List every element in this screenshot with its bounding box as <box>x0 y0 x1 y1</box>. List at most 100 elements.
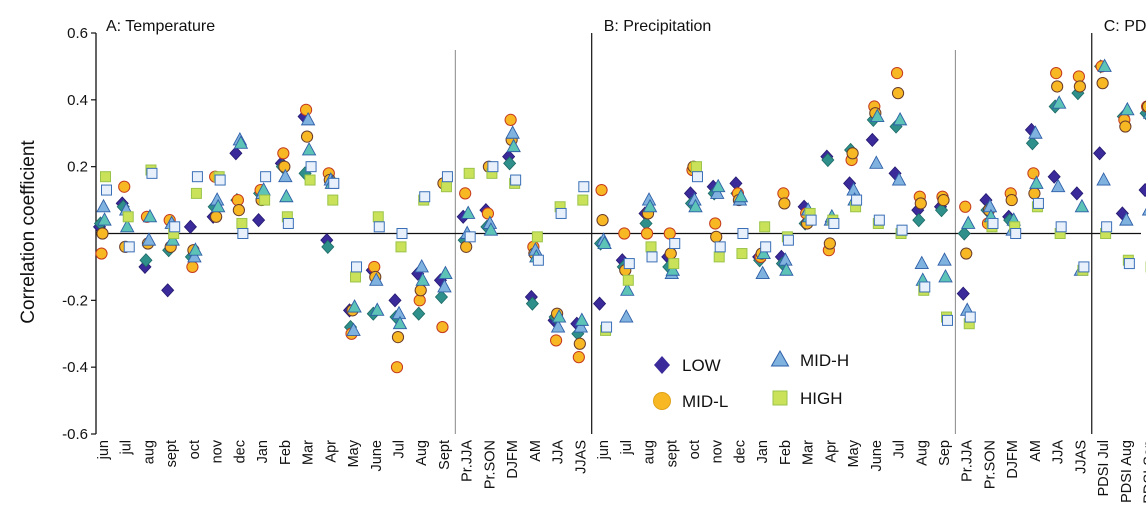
data-point-mid-h <box>665 262 681 276</box>
data-point-high <box>669 238 681 250</box>
data-point-mid-l <box>232 204 245 217</box>
x-tick-label: jun <box>596 440 612 460</box>
data-point-high <box>305 161 317 173</box>
data-point-high <box>122 211 134 223</box>
data-point-mid-h <box>415 272 430 286</box>
data-point-high <box>577 194 589 206</box>
data-point-high <box>169 221 181 233</box>
data-point-mid-h <box>392 315 408 330</box>
data-point-high <box>964 311 976 323</box>
data-point-mid-l <box>413 294 426 307</box>
data-point-mid-h <box>142 208 158 223</box>
legend-marker <box>653 392 671 410</box>
data-point-mid-l <box>300 130 314 143</box>
data-point-mid-h <box>1028 125 1043 139</box>
x-tick-labels: jun jul aug sept oct nov dec Jan Feb Mar Apr May Jun… <box>96 439 1146 503</box>
x-tick-label: Pr.JJA <box>960 440 976 482</box>
data-point-high <box>304 174 316 186</box>
data-point-mid-l <box>278 160 291 173</box>
data-point-high <box>372 211 384 223</box>
data-point-high <box>350 271 362 283</box>
data-point-mid-l <box>277 147 290 160</box>
x-tick-label: jul <box>119 440 135 456</box>
data-point-mid-l <box>573 337 586 350</box>
data-point-mid-h <box>870 108 885 122</box>
series-low <box>92 59 1146 341</box>
panel-label: B: Precipitation <box>604 18 712 35</box>
data-point-mid-h <box>483 222 499 236</box>
data-point-high <box>555 207 567 219</box>
data-point-high <box>463 167 475 179</box>
data-point-high <box>464 231 476 243</box>
data-point-high <box>190 187 202 199</box>
data-point-mid-h <box>210 198 226 213</box>
data-point-mid-l <box>710 230 723 243</box>
x-tick-label: AM <box>528 440 544 462</box>
data-point-high <box>646 251 658 263</box>
data-point-high <box>191 171 203 183</box>
data-point-mid-l <box>368 260 381 274</box>
data-point-high <box>737 228 749 239</box>
legend-marker <box>770 349 790 367</box>
x-tick-label: sept <box>164 440 180 467</box>
data-point-mid-l <box>504 113 517 126</box>
data-point-high <box>623 258 635 270</box>
data-point-high <box>510 174 522 186</box>
y-tick-label: -0.2 <box>62 292 88 309</box>
data-point-low <box>1047 169 1061 184</box>
data-point-high <box>1123 258 1135 270</box>
data-point-high <box>828 217 840 229</box>
data-point-mid-h <box>438 265 453 280</box>
data-point-low <box>1093 146 1107 161</box>
data-point-mid-h <box>1120 101 1135 116</box>
data-point-mid-h <box>370 302 385 316</box>
data-point-mid-h <box>460 205 476 219</box>
data-point-mid-h <box>709 185 725 199</box>
data-point-mid-h <box>574 312 590 326</box>
data-point-mid-h <box>1142 112 1146 119</box>
data-point-high <box>440 181 452 193</box>
data-point-high <box>101 184 112 196</box>
data-point-high <box>873 214 885 226</box>
data-point-high <box>851 194 863 206</box>
data-point-mid-h <box>1096 172 1111 186</box>
data-point-high <box>668 258 680 270</box>
data-point-mid-l <box>95 247 108 260</box>
data-point-high <box>1032 197 1044 209</box>
data-point-mid-h <box>937 252 952 266</box>
x-tick-label: dec <box>732 440 748 463</box>
x-tick-label: aug <box>141 440 157 464</box>
data-point-low <box>821 152 835 168</box>
x-tick-label: sept <box>664 440 680 467</box>
data-point-low <box>525 296 539 311</box>
data-point-low <box>1138 182 1146 198</box>
data-point-high <box>532 254 544 266</box>
x-tick-label: nov <box>710 439 726 463</box>
data-point-mid-h <box>891 172 907 186</box>
data-points <box>92 58 1146 374</box>
x-tick-label: May <box>346 439 362 467</box>
data-point-mid-h <box>1141 207 1146 216</box>
y-ticks: 0.6 0.4 0.2 -0.2 -0.4 -0.6 <box>62 25 96 443</box>
y-tick-label: -0.4 <box>62 359 88 376</box>
data-point-mid-h <box>301 142 317 156</box>
data-point-mid-l <box>663 227 676 240</box>
data-point-mid-h <box>642 198 658 213</box>
x-tick-label: Jan <box>255 440 271 463</box>
data-point-mid-h <box>369 272 384 286</box>
data-point-mid-l <box>231 193 244 207</box>
x-tick-label: DJFM <box>1005 440 1021 479</box>
data-point-low <box>934 203 949 218</box>
data-point-high <box>805 214 817 226</box>
data-point-mid-l <box>959 200 972 213</box>
data-point-mid-l <box>118 180 131 193</box>
data-point-high <box>622 274 634 286</box>
data-point-high <box>327 194 339 206</box>
data-point-mid-h <box>1050 178 1066 193</box>
x-tick-label: Jan <box>755 440 771 463</box>
data-point-high <box>736 248 748 260</box>
data-point-high <box>395 241 407 253</box>
data-point-mid-h <box>620 282 635 296</box>
data-point-high <box>396 228 408 239</box>
data-point-low <box>321 239 335 254</box>
